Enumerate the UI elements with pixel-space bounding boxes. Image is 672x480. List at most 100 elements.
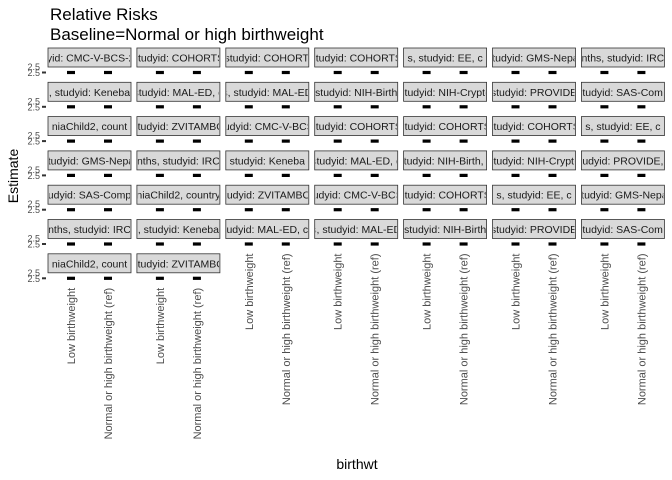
estimate-point	[155, 208, 164, 212]
estimate-point	[155, 70, 164, 75]
facet-strip-label: studyid: GMS-Nepal	[43, 155, 137, 167]
x-tick-label: Normal or high birthweight (ref)	[459, 254, 471, 406]
estimate-point	[370, 70, 379, 75]
y-tick-label: 2.5	[27, 62, 40, 72]
estimate-point	[459, 242, 468, 246]
facet-strip-label: , studyid: Keneba	[49, 87, 130, 99]
y-tick-label: 2.5	[27, 131, 40, 141]
facet-strip	[492, 219, 576, 239]
facet-strip-label: tudyid: CMC-V-BCS	[310, 190, 403, 202]
y-axis-title: Estimate	[5, 149, 21, 204]
estimate-point	[192, 173, 201, 177]
facet-strip-label: studyid: COHORTS	[399, 121, 490, 133]
facet-strip	[581, 150, 665, 171]
estimate-point	[370, 139, 379, 143]
facet-strip-label: studyid: ZVITAMBO	[132, 121, 224, 133]
estimate-point	[600, 242, 609, 246]
estimate-point	[281, 242, 290, 246]
facet-strip	[136, 116, 221, 136]
estimate-point	[192, 70, 201, 75]
facet-strip-label: nths, studyid: IRC	[137, 155, 220, 167]
y-tick-label: 2.5	[27, 268, 40, 278]
estimate-point	[333, 173, 342, 177]
estimate-point	[333, 139, 342, 143]
estimate-point	[67, 276, 75, 280]
x-tick-label: Low birthweight	[599, 254, 611, 330]
estimate-point	[192, 105, 201, 109]
facet-strip-label: studyid: SAS-Comp	[577, 224, 669, 236]
facet-strip-label: studyid: PROVIDE	[491, 87, 577, 99]
facet-strip	[314, 116, 399, 136]
facet-strip	[581, 47, 665, 68]
facet-strip	[47, 150, 132, 171]
estimate-point	[192, 139, 201, 143]
estimate-point	[333, 208, 342, 212]
facet-strip	[581, 116, 665, 136]
estimate-point	[244, 105, 253, 109]
estimate-point	[244, 208, 253, 212]
facet-strip-label: tudyid: ZVITAMBO	[224, 190, 311, 202]
estimate-point	[511, 173, 520, 177]
estimate-point	[104, 105, 112, 109]
facet-strip-label: nths, studyid: IRC	[581, 53, 664, 65]
facet-strip-label: nths, studyid: IRC	[48, 224, 131, 236]
y-tick-label: 2.5	[27, 96, 40, 106]
estimate-point	[67, 105, 75, 109]
facet-strip	[314, 150, 399, 171]
facet-strip	[314, 184, 399, 205]
x-tick-label: Normal or high birthweight (ref)	[370, 254, 382, 406]
facet-strip-label: tudyid: CMC-V-BCS	[221, 121, 314, 133]
x-tick-label: Normal or high birthweight (ref)	[192, 288, 204, 440]
facet-strip-label: studyid: COHORTS	[399, 190, 490, 202]
estimate-point	[548, 139, 557, 143]
estimate-point	[67, 208, 75, 212]
estimate-point	[155, 276, 164, 280]
estimate-point	[637, 105, 646, 109]
x-tick-label: Low birthweight	[333, 254, 345, 330]
estimate-point	[548, 208, 557, 212]
x-tick-label: Low birthweight	[244, 254, 256, 330]
estimate-point	[422, 70, 431, 75]
estimate-point	[422, 208, 431, 212]
estimate-point	[244, 173, 253, 177]
facet-strip-label: studyid: COHORTS	[310, 53, 401, 65]
y-tick-label: 2.5	[27, 205, 40, 215]
estimate-point	[548, 70, 557, 75]
facet-strip	[225, 219, 310, 239]
x-tick-label: Low birthweight	[422, 254, 434, 330]
y-tick-label: 2.5	[27, 199, 40, 209]
facet-strip	[225, 116, 310, 136]
estimate-point	[104, 276, 112, 280]
estimate-point	[370, 105, 379, 109]
estimate-point	[422, 139, 431, 143]
facet-strip	[47, 81, 132, 102]
estimate-point	[459, 208, 468, 212]
facet-strip-label: studyid: COHORTS	[488, 121, 579, 133]
estimate-point	[511, 208, 520, 212]
facet-strip-label: studyid: MAL-ED, c	[133, 87, 223, 99]
facet-strip-label: studyid: PROVIDE, c	[574, 155, 671, 167]
estimate-point	[281, 173, 290, 177]
estimate-point	[511, 242, 520, 246]
estimate-point	[637, 139, 646, 143]
x-tick-label: Normal or high birthweight (ref)	[281, 254, 293, 406]
estimate-point	[422, 105, 431, 109]
facet-strip-label: s, studyid: EE, c	[585, 121, 660, 133]
y-tick-label: 2.5	[27, 137, 40, 147]
y-tick-label: 2.5	[27, 234, 40, 244]
estimate-point	[422, 173, 431, 177]
estimate-point	[511, 70, 520, 75]
estimate-point	[244, 139, 253, 143]
facet-strip-label: studyid: GMS-Nepal	[576, 190, 670, 202]
facet-strip-label: studyid: GMS-Nepal	[487, 53, 581, 65]
estimate-point	[155, 139, 164, 143]
estimate-point	[192, 208, 201, 212]
facet-strip-label: studyid: SAS-Comp	[577, 87, 669, 99]
facet-strip	[403, 47, 488, 68]
facet-strip-label: s, studyid: MAL-ED	[222, 87, 312, 99]
facet-strip	[492, 184, 576, 205]
facet-strip	[225, 81, 310, 102]
facet-strip	[225, 150, 310, 171]
facet-strip-label: studyid: COHORTS	[133, 53, 224, 65]
